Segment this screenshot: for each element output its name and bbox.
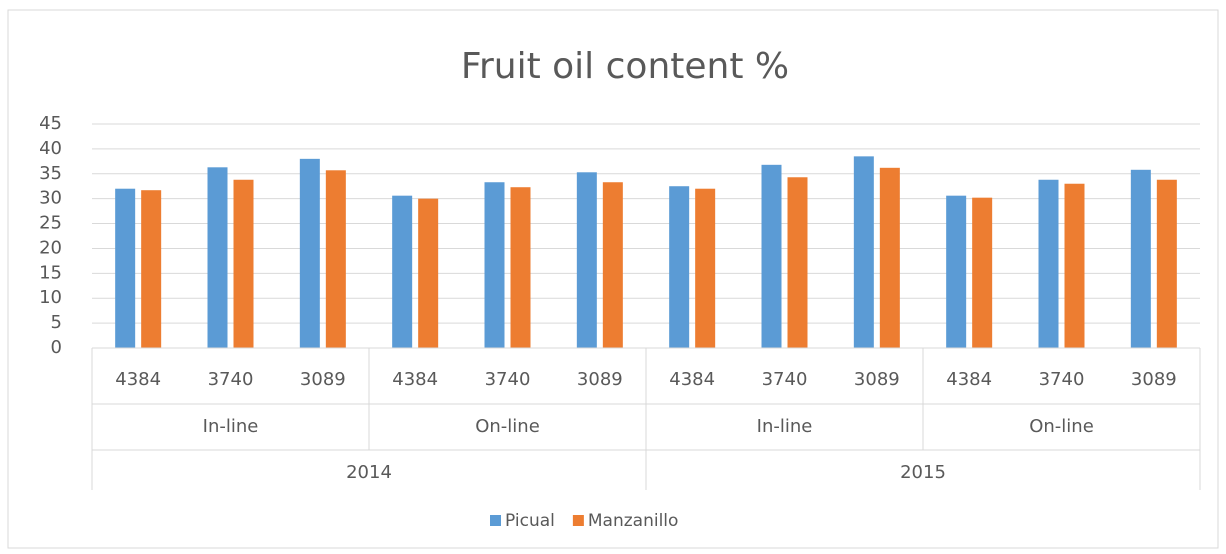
x-group-label: In-line [757,416,813,437]
bar [1130,169,1151,348]
bar [325,170,346,348]
bar [484,182,505,348]
y-tick-label: 45 [39,113,62,134]
bar [576,172,597,348]
bar [141,190,162,348]
bar [879,167,900,348]
bar [787,177,808,348]
x-tick-label: 4384 [115,369,161,390]
bar [602,182,623,348]
x-group-label: On-line [1029,416,1094,437]
x-group-label: On-line [475,416,540,437]
x-tick-label: 3089 [1131,369,1177,390]
y-tick-label: 25 [39,213,62,234]
bar [392,195,413,348]
chart-frame [7,9,1219,549]
chart-title: Fruit oil content % [461,46,789,87]
bar [115,188,136,348]
bar [233,179,254,348]
x-tick-label: 3740 [762,369,808,390]
y-tick-label: 20 [39,237,62,258]
bar [669,186,690,348]
bar [299,158,320,348]
x-tick-label: 4384 [392,369,438,390]
x-tick-label: 3740 [208,369,254,390]
bar [946,195,967,348]
bar [1064,183,1085,348]
bar [761,164,782,348]
legend-swatch [490,515,501,526]
x-tick-label: 4384 [669,369,715,390]
y-tick-label: 40 [39,138,62,159]
y-tick-label: 30 [39,188,62,209]
bar [207,167,228,348]
bar [695,188,716,348]
y-tick-label: 5 [51,312,62,333]
x-tick-label: 4384 [946,369,992,390]
bar [1156,179,1177,348]
bar [972,197,993,348]
x-group-label: In-line [203,416,259,437]
bar [418,198,439,348]
x-tick-label: 3089 [577,369,623,390]
y-tick-label: 35 [39,163,62,184]
y-tick-label: 0 [51,337,62,358]
x-tick-label: 3740 [1039,369,1085,390]
x-tick-label: 3740 [485,369,531,390]
bar [510,187,531,348]
x-group-label: 2015 [900,462,946,483]
bar [1038,179,1059,348]
legend-label: Manzanillo [588,511,679,531]
x-group-label: 2014 [346,462,392,483]
bar [853,156,874,348]
legend-swatch [572,515,584,526]
y-tick-label: 10 [39,287,62,308]
y-tick-label: 15 [39,262,62,283]
x-tick-label: 3089 [300,369,346,390]
legend-label: Picual [505,511,555,531]
x-tick-label: 3089 [854,369,900,390]
